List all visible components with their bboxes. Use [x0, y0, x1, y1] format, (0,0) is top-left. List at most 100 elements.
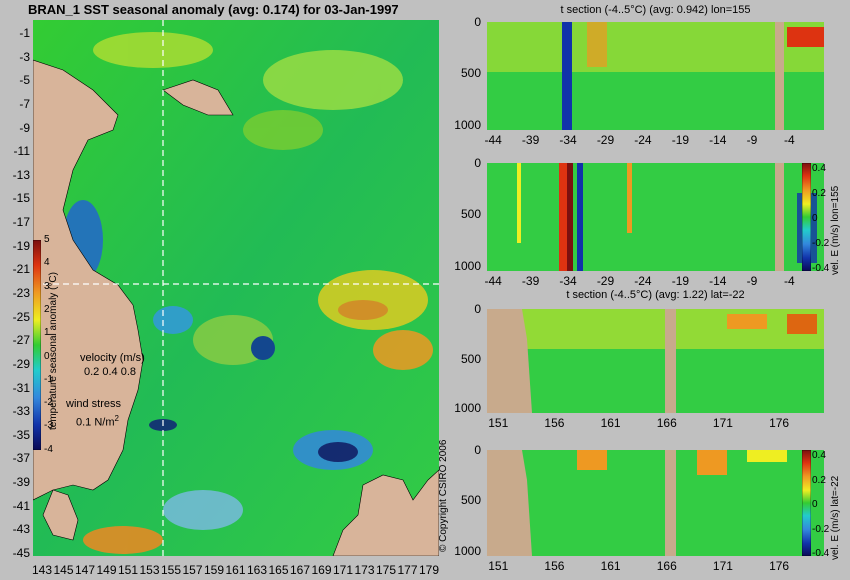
section-y-tick: 500	[460, 351, 481, 366]
map-x-tick: 171	[333, 563, 354, 577]
map-colorbar-tick: 2	[44, 303, 50, 315]
section3-panel	[487, 309, 824, 413]
section-y-tick: 1000	[454, 258, 481, 273]
map-x-tick: 151	[118, 563, 139, 577]
section-x-tick: -9	[746, 274, 758, 288]
map-y-tick: -1	[19, 26, 30, 40]
sst-map	[33, 20, 439, 556]
section-y-tick: 0	[474, 302, 481, 316]
section-x-tick: -34	[559, 274, 577, 288]
section-x-tick: -14	[709, 133, 727, 147]
map-title: BRAN_1 SST seasonal anomaly (avg: 0.174)…	[28, 2, 399, 17]
section1-title: t section (-4..5°C) (avg: 0.942) lon=155	[560, 4, 751, 16]
section-x-tick: 151	[488, 559, 509, 573]
map-y-tick: -43	[12, 522, 30, 537]
map-colorbar	[33, 240, 41, 450]
section-x-tick: 176	[769, 559, 790, 573]
map-x-tick: 165	[268, 563, 289, 577]
section1-panel	[487, 22, 824, 130]
map-x-tick: 159	[204, 563, 225, 577]
map-colorbar-tick: 4	[44, 257, 50, 269]
section-x-tick: -34	[559, 133, 577, 147]
section-x-tick: -4	[784, 133, 795, 147]
section2-colorbar	[802, 163, 811, 271]
section-x-tick: 151	[488, 416, 509, 430]
map-y-tick: -3	[19, 49, 30, 64]
section-x-tick: -44	[484, 133, 502, 147]
wind-legend-value: 0.1 N/m2	[76, 414, 119, 429]
section4-colorbar	[802, 450, 811, 556]
section-x-tick: -24	[634, 133, 652, 147]
section-x-tick: -4	[784, 274, 795, 288]
section-colorbar-tick: -0.2	[812, 523, 830, 535]
map-x-tick: 157	[182, 563, 203, 577]
section-y-tick: 1000	[454, 401, 481, 416]
section-x-tick: -9	[746, 133, 758, 147]
map-colorbar-tick: -3	[44, 420, 53, 432]
map-y-tick: -21	[12, 262, 30, 277]
map-colorbar-tick: -2	[44, 397, 53, 409]
section-x-tick: -19	[671, 133, 690, 147]
section-y-tick: 0	[474, 443, 481, 457]
map-x-tick: 147	[75, 563, 96, 577]
section-colorbar-tick: 0.2	[812, 188, 826, 199]
map-colorbar-tick: 0	[44, 350, 50, 362]
map-y-tick: -35	[12, 427, 30, 442]
section-y-tick: 500	[460, 66, 481, 81]
section-y-tick: 1000	[454, 543, 481, 558]
section2-panel	[487, 163, 824, 271]
section-colorbar-tick: -0.4	[812, 548, 830, 559]
section-colorbar-tick: 0.4	[812, 450, 826, 461]
map-y-tick: -39	[12, 475, 30, 490]
map-y-tick: -31	[12, 380, 30, 395]
map-x-tick: 143	[32, 563, 53, 577]
map-colorbar-tick: -1	[44, 373, 53, 385]
map-x-tick: 155	[161, 563, 182, 577]
wind-legend-label: wind stress	[66, 398, 122, 410]
section-colorbar-tick: 0	[812, 213, 818, 224]
section-x-tick: 166	[656, 416, 677, 430]
copyright-text: © Copyright CSIRO 2006	[438, 439, 449, 552]
map-y-tick: -13	[12, 167, 30, 182]
map-y-tick: -27	[12, 333, 30, 348]
velocity-legend-values: 0.2 0.4 0.8	[84, 366, 136, 378]
section-x-tick: 156	[544, 416, 565, 430]
section-x-tick: -39	[521, 133, 540, 147]
section-x-tick: -14	[709, 274, 727, 288]
map-y-tick: -33	[12, 404, 30, 419]
map-y-tick: -9	[19, 120, 30, 135]
section-colorbar-tick: -0.2	[812, 238, 830, 249]
section-y-tick: 0	[474, 15, 481, 29]
section-x-tick: -24	[634, 274, 652, 288]
map-colorbar-tick: -4	[44, 443, 53, 455]
section-x-tick: 161	[600, 416, 621, 430]
section-x-tick: 171	[712, 559, 733, 573]
section-x-tick: -29	[596, 133, 615, 147]
map-y-tick: -11	[13, 144, 30, 159]
section4-colorbar-label: vel. E (m/s) lat=-22	[830, 475, 841, 560]
section-x-tick: 176	[769, 416, 790, 430]
map-y-tick: -17	[12, 215, 30, 230]
map-colorbar-label: temperature seasonal anomaly (°C)	[48, 272, 59, 430]
section-y-tick: 500	[460, 493, 481, 508]
map-colorbar-tick: 3	[44, 280, 50, 292]
map-x-tick: 145	[53, 563, 74, 577]
section-y-tick: 1000	[454, 117, 481, 132]
section-y-tick: 500	[460, 207, 481, 222]
map-x-tick: 163	[247, 563, 268, 577]
section2-colorbar-label: vel. E (m/s) lon=155	[830, 185, 841, 275]
map-x-tick: 173	[354, 563, 375, 577]
map-x-tick: 167	[290, 563, 311, 577]
section-x-tick: -39	[521, 274, 540, 288]
map-x-tick: 177	[397, 563, 418, 577]
map-x-tick: 169	[311, 563, 332, 577]
section-colorbar-tick: -0.4	[812, 263, 830, 274]
map-y-tick: -45	[12, 546, 30, 560]
section-x-tick: 166	[656, 559, 677, 573]
australia-landmass	[33, 59, 439, 556]
section-x-tick: -44	[484, 274, 502, 288]
map-x-tick: 161	[225, 563, 246, 577]
section-x-tick: -19	[671, 274, 690, 288]
section-x-tick: 161	[600, 559, 621, 573]
map-y-tick: -25	[12, 309, 30, 324]
